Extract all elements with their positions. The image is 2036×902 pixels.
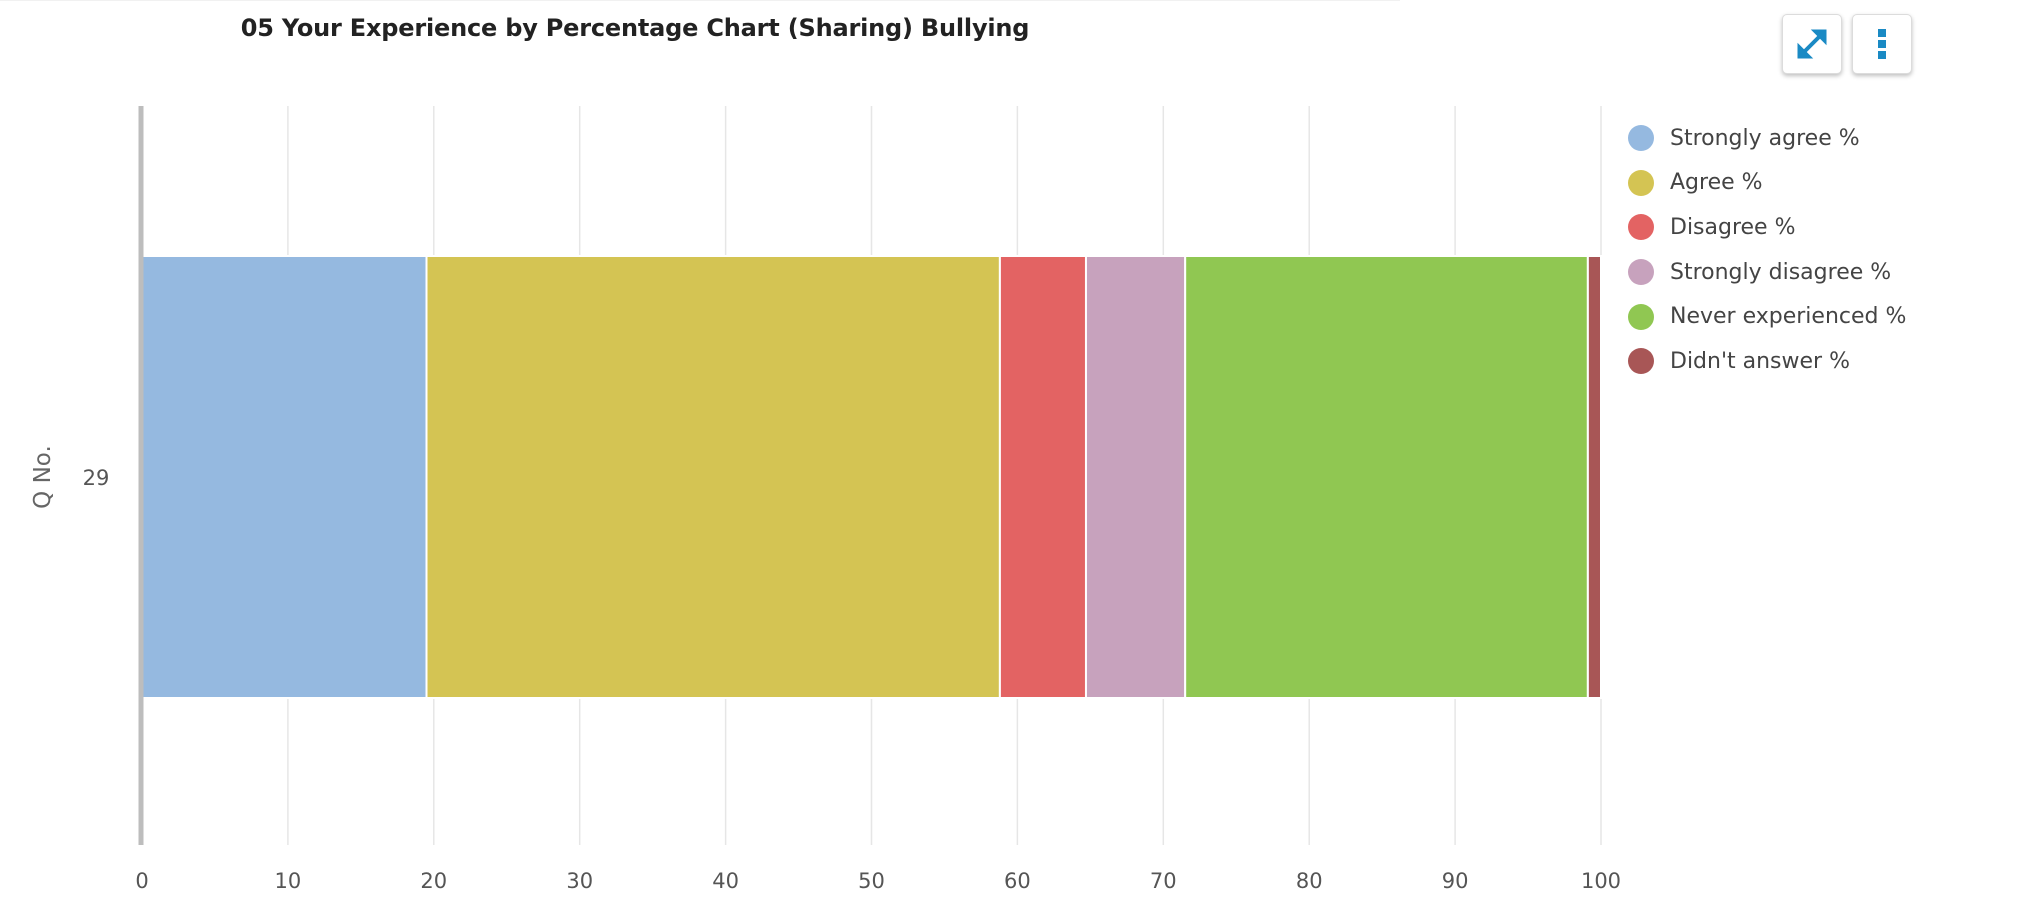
bar-segment[interactable] xyxy=(1184,255,1589,699)
y-axis-title: Q No. xyxy=(30,445,56,509)
x-tick-label: 80 xyxy=(1296,869,1323,893)
legend-label: Agree % xyxy=(1670,170,1763,196)
x-tick-label: 70 xyxy=(1150,869,1177,893)
x-tick-label: 90 xyxy=(1442,869,1469,893)
x-tick-label: 40 xyxy=(712,869,739,893)
x-tick-label: 50 xyxy=(858,869,885,893)
legend-label: Didn't answer % xyxy=(1670,348,1850,374)
chart-title: 05 Your Experience by Percentage Chart (… xyxy=(240,14,1030,42)
legend-item[interactable]: Disagree % xyxy=(1628,205,1906,250)
x-tick-label: 60 xyxy=(1004,869,1031,893)
chart-legend: Strongly agree % Agree % Disagree % Strongl… xyxy=(1628,116,1906,384)
x-tick-label: 30 xyxy=(566,869,593,893)
x-tick-label: 20 xyxy=(420,869,447,893)
chart-menu-button[interactable] xyxy=(1852,14,1912,74)
bar-segment[interactable] xyxy=(1586,255,1603,699)
legend-swatch xyxy=(1628,348,1654,375)
legend-label: Strongly disagree % xyxy=(1670,259,1892,285)
bar-segment[interactable] xyxy=(1084,255,1187,699)
legend-item[interactable]: Agree % xyxy=(1628,161,1906,206)
expand-button[interactable] xyxy=(1782,14,1842,74)
legend-item[interactable]: Didn't answer % xyxy=(1628,339,1906,384)
expand-arrows-icon xyxy=(1797,29,1827,59)
vertical-dots-icon xyxy=(1878,29,1886,59)
legend-swatch xyxy=(1628,169,1654,196)
legend-item[interactable]: Strongly disagree % xyxy=(1628,250,1906,295)
legend-swatch xyxy=(1628,303,1654,330)
legend-swatch xyxy=(1628,259,1654,286)
y-tick-label: 29 xyxy=(83,466,110,490)
legend-swatch xyxy=(1628,214,1654,241)
legend-item[interactable]: Never experienced % xyxy=(1628,294,1906,339)
bar-segment[interactable] xyxy=(141,255,428,699)
bar-segment[interactable] xyxy=(998,255,1087,699)
legend-item[interactable]: Strongly agree % xyxy=(1628,116,1906,161)
top-divider xyxy=(0,0,1400,1)
x-tick-label: 10 xyxy=(275,869,302,893)
x-tick-label: 100 xyxy=(1581,869,1621,893)
legend-label: Disagree % xyxy=(1670,214,1796,240)
bar-segment[interactable] xyxy=(425,255,1001,699)
legend-swatch xyxy=(1628,125,1654,152)
x-tick-label: 0 xyxy=(135,869,148,893)
legend-label: Strongly agree % xyxy=(1670,125,1860,151)
legend-label: Never experienced % xyxy=(1670,304,1907,330)
